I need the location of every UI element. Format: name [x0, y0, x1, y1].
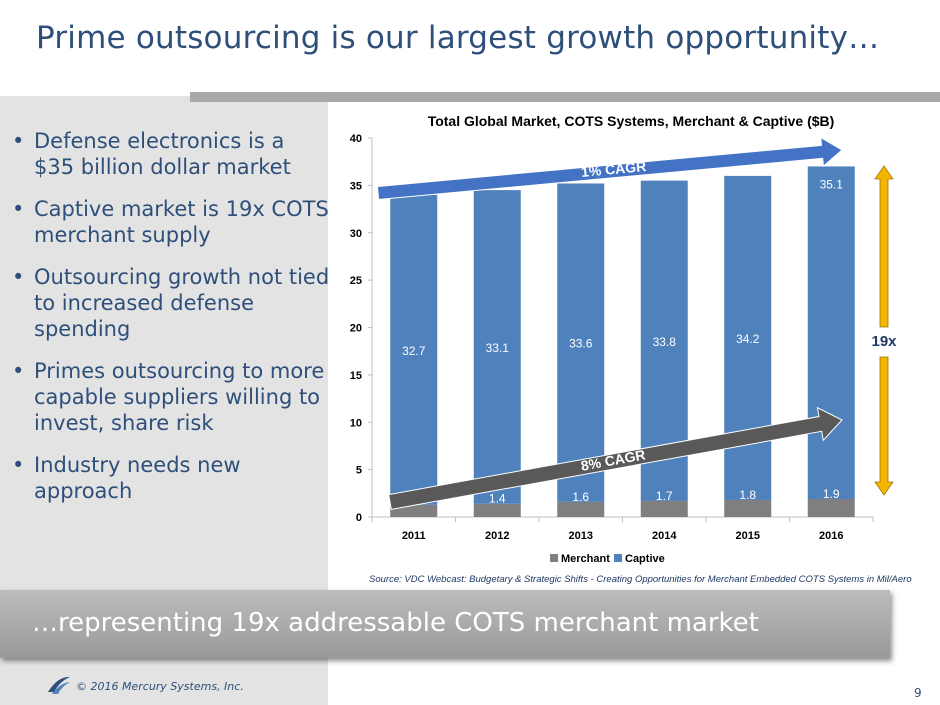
bar-merchant	[807, 498, 855, 517]
x-tick-label: 2012	[485, 530, 509, 542]
footer-copyright: © 2016 Mercury Systems, Inc.	[76, 680, 244, 693]
x-tick-label: 2015	[736, 530, 760, 542]
bullet-text: Defense electronics is a $35 billion dol…	[34, 129, 291, 179]
bar-merchant	[724, 499, 772, 517]
bullet-item: • Industry needs new approach	[10, 452, 330, 504]
data-label-merchant: 1.4	[489, 492, 506, 506]
bar-merchant	[557, 501, 605, 517]
bullet-dot-icon: •	[12, 265, 25, 289]
title-underline-bar	[190, 92, 940, 102]
bullet-item: • Primes outsourcing to more capable supp…	[10, 358, 330, 436]
legend-label-captive: Captive	[625, 553, 665, 565]
data-label-captive: 33.1	[486, 341, 510, 355]
legend-swatch-captive	[614, 554, 622, 562]
x-tick-label: 2011	[402, 530, 426, 542]
chart-bars	[390, 166, 855, 517]
bullet-dot-icon: •	[12, 197, 25, 221]
legend-swatch-merchant	[550, 554, 558, 562]
summary-banner: …representing 19x addressable COTS merch…	[0, 590, 890, 658]
legend-label-merchant: Merchant	[561, 553, 610, 565]
banner-text: …representing 19x addressable COTS merch…	[32, 608, 759, 638]
y-tick-label: 15	[350, 370, 362, 382]
y-tick-label: 25	[350, 275, 362, 287]
ratio-arrow-down	[874, 356, 894, 496]
ratio-arrow-up	[874, 165, 894, 328]
chart-title: Total Global Market, COTS Systems, Merch…	[428, 113, 835, 129]
captive-growth-arrow	[376, 136, 843, 201]
bullet-text: Primes outsourcing to more capable suppl…	[34, 359, 325, 435]
y-tick-label: 0	[356, 512, 362, 524]
bullet-text: Outsourcing growth not tied to increased…	[34, 265, 330, 341]
chart-data-labels: 1.332.71.433.11.633.61.733.81.834.21.935…	[402, 177, 843, 506]
data-label-captive: 34.2	[736, 332, 760, 346]
bullet-dot-icon: •	[12, 359, 25, 383]
data-label-merchant: 1.6	[572, 490, 589, 504]
bullet-item: • Outsourcing growth not tied to increase…	[10, 264, 330, 342]
data-label-merchant: 1.8	[739, 488, 756, 502]
chart-legend: Merchant Captive	[550, 553, 665, 565]
bullet-item: • Captive market is 19x COTS merchant sup…	[10, 196, 330, 248]
bar-captive	[390, 194, 438, 505]
y-tick-label: 35	[350, 180, 362, 192]
ratio-label: 19x	[871, 333, 897, 350]
bar-captive	[807, 166, 855, 499]
page-number: 9	[914, 686, 922, 700]
data-label-merchant: 1.9	[823, 487, 840, 501]
y-tick-label: 10	[350, 417, 362, 429]
bar-captive	[473, 190, 521, 504]
x-tick-label: 2013	[569, 530, 593, 542]
data-label-captive: 33.8	[653, 335, 677, 349]
bullet-list: • Defense electronics is a $35 billion do…	[10, 128, 330, 520]
y-tick-label: 20	[350, 323, 362, 335]
data-label-captive: 35.1	[820, 177, 844, 191]
bar-merchant	[473, 503, 521, 517]
chart-axes: 0 5 10 15 20 25 30 35 40 2011 2012 2013 2014 2015 2016	[350, 133, 874, 542]
x-tick-label: 2016	[819, 530, 843, 542]
bullet-item: • Defense electronics is a $35 billion do…	[10, 128, 330, 180]
data-label-captive: 32.7	[402, 344, 426, 358]
merchant-growth-arrow	[388, 406, 843, 510]
bullet-dot-icon: •	[12, 453, 25, 477]
bullet-text: Captive market is 19x COTS merchant supp…	[34, 197, 329, 247]
chart-source: Source: VDC Webcast: Budgetary & Strateg…	[369, 574, 912, 585]
slide-title: Prime outsourcing is our largest growth …	[36, 20, 880, 56]
bullet-dot-icon: •	[12, 129, 25, 153]
data-label-merchant: 1.7	[656, 489, 673, 503]
y-tick-label: 30	[350, 228, 362, 240]
data-label-captive: 33.6	[569, 337, 593, 351]
y-tick-label: 40	[350, 133, 362, 145]
captive-cagr-label: 1% CAGR	[580, 158, 647, 180]
x-tick-label: 2014	[652, 530, 677, 542]
bar-merchant	[640, 500, 688, 517]
mercury-logo-icon	[48, 676, 70, 694]
bar-captive	[557, 183, 605, 502]
y-tick-label: 5	[356, 465, 362, 477]
bullet-text: Industry needs new approach	[34, 453, 241, 503]
